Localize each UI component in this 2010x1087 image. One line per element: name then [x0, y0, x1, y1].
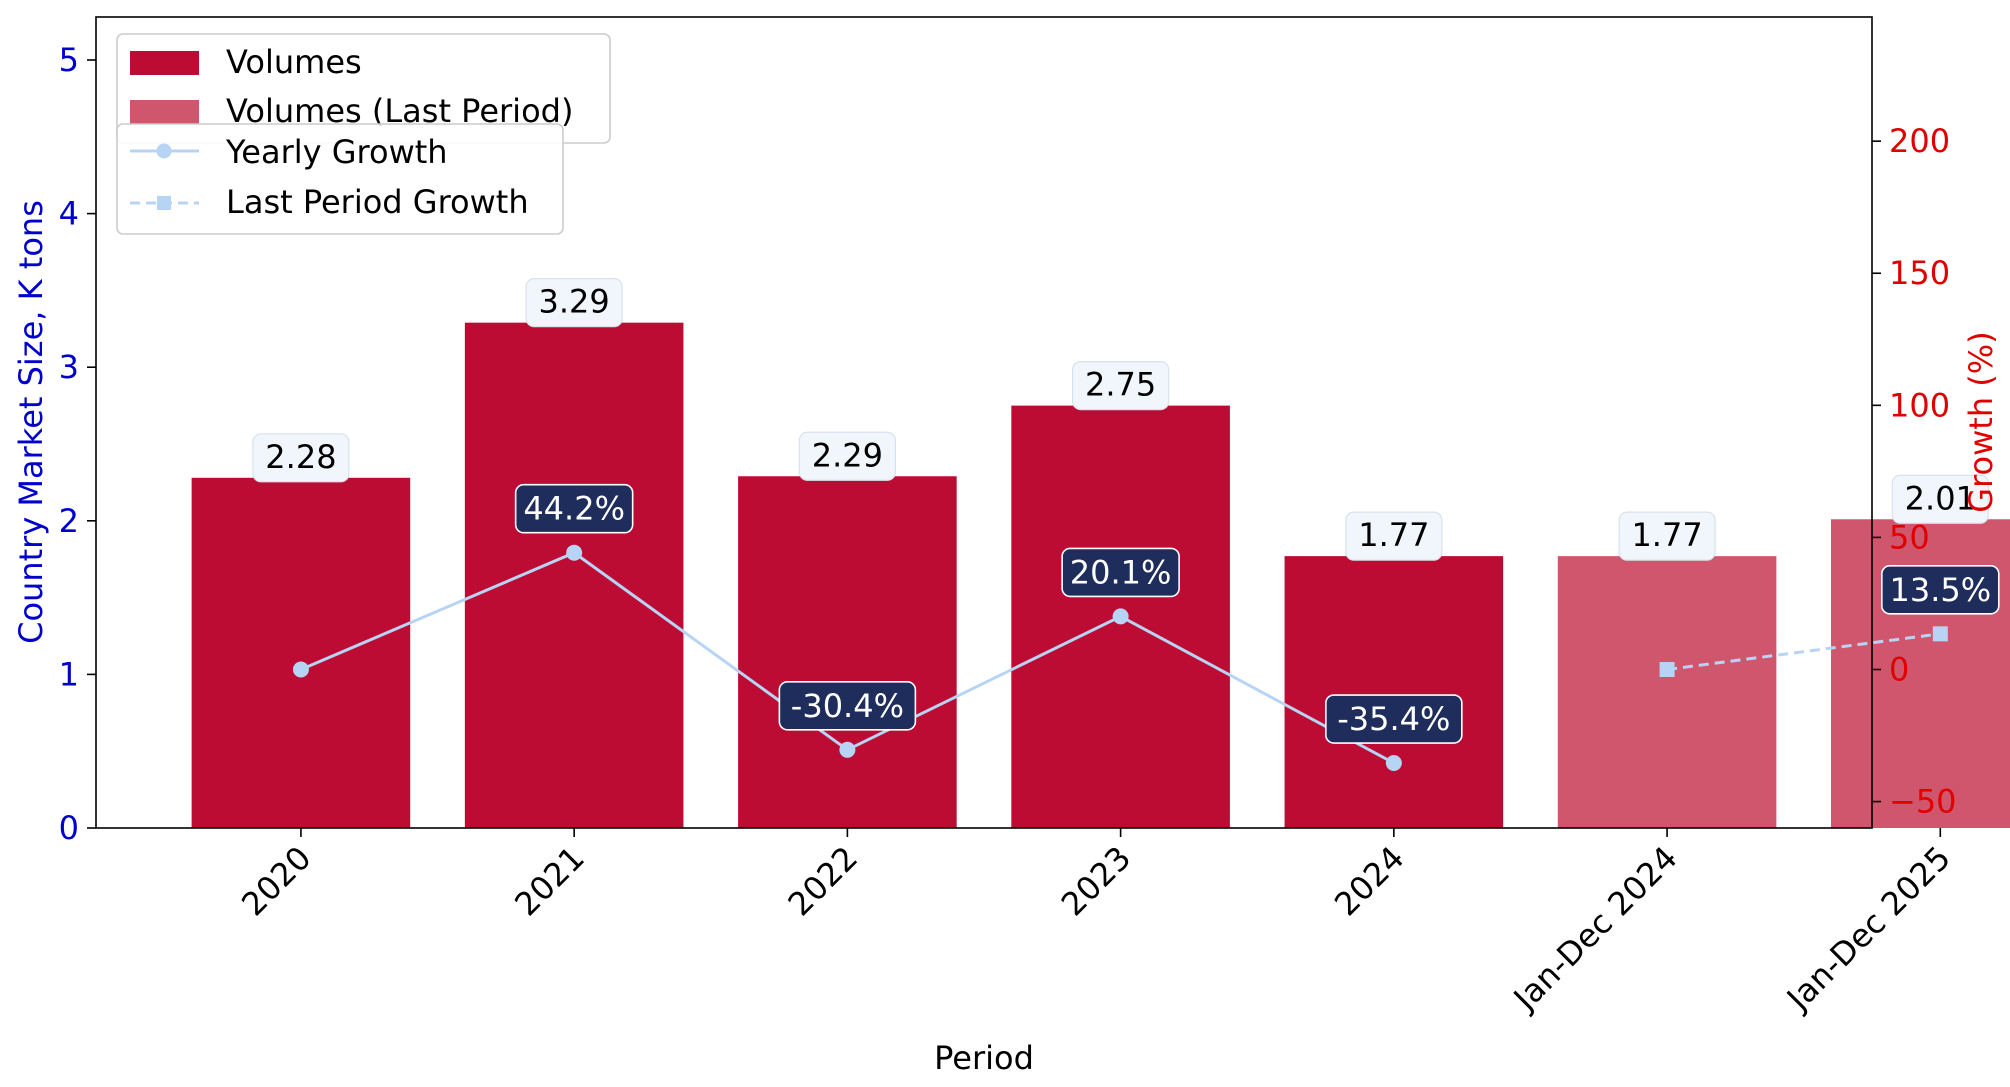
value-label-jan-dec-2024: 1.77 — [1618, 511, 1716, 561]
value-label-2021-text: 3.29 — [539, 283, 610, 321]
bar-volumes-2024 — [1284, 556, 1504, 828]
value-label-2024: 1.77 — [1345, 511, 1443, 561]
bar-volumes-last-period-jan-dec-2024 — [1557, 556, 1777, 828]
y-left-tick-label-2: 2 — [59, 502, 79, 540]
value-label-2021: 3.29 — [525, 278, 623, 328]
x-tick-label-jan-dec-2024: Jan-Dec 2024 — [1505, 839, 1685, 1019]
x-tick-label-2020: 2020 — [234, 839, 318, 923]
growth-label-2023-box — [1061, 547, 1180, 598]
growth-label-2022-text: -30.4% — [791, 687, 904, 725]
x-tick-label-2023: 2023 — [1054, 839, 1138, 923]
legend-growth-frame — [116, 123, 564, 235]
legend-label-last-period-growth: Last Period Growth — [226, 183, 529, 221]
y-left-tick-label-5: 5 — [59, 41, 79, 79]
y-right-tick-label-50: 50 — [1889, 518, 1930, 556]
growth-label-jan-dec-2025-box — [1881, 565, 2000, 615]
growth-label-jan-dec-2025-text: 13.5% — [1889, 571, 1991, 609]
legend-marker-last-period-growth — [157, 196, 171, 210]
marker-last-period-growth-jan-dec-2025 — [1932, 626, 1948, 642]
value-label-2020-box — [252, 433, 350, 483]
y-axis-right: −50 0 50 100 150 200 — [1872, 122, 1957, 821]
growth-label-2022-box — [778, 681, 917, 731]
y-axis-right-title: Growth (%) — [1962, 331, 2000, 512]
value-label-2021-box — [525, 278, 623, 328]
value-label-jan-dec-2025-text: 2.01 — [1905, 479, 1976, 517]
legend-swatch-volumes — [130, 51, 199, 75]
value-labels-layer: 2.28 3.29 2.29 2.75 1.77 1.77 2.01 — [252, 278, 1989, 561]
x-axis-title: Period — [934, 1039, 1034, 1077]
bar-volumes-2022 — [738, 476, 957, 828]
bar-volumes-2020 — [191, 477, 411, 828]
value-label-2023-text: 2.75 — [1085, 366, 1156, 404]
value-label-2022: 2.29 — [798, 431, 896, 481]
legend-marker-yearly-growth — [156, 143, 172, 159]
plot-frame — [95, 16, 1873, 829]
y-right-tick-label-200: 200 — [1889, 122, 1950, 160]
marker-yearly-growth-2021 — [566, 544, 583, 561]
legend-label-volumes: Volumes — [226, 43, 362, 81]
legend-growth: Yearly Growth Last Period Growth — [116, 123, 564, 235]
x-tick-label-2021: 2021 — [507, 839, 591, 923]
growth-label-2023: 20.1% — [1061, 547, 1180, 598]
value-label-jan-dec-2024-box — [1618, 511, 1716, 561]
growth-label-2023-text: 20.1% — [1070, 553, 1172, 591]
value-label-2023: 2.75 — [1072, 361, 1170, 411]
y-left-tick-label-4: 4 — [59, 195, 79, 233]
value-label-2023-box — [1072, 361, 1170, 411]
growth-label-2024-box — [1325, 694, 1463, 744]
y-right-tick-label-50: −50 — [1889, 783, 1957, 821]
growth-label-jan-dec-2025: 13.5% — [1881, 565, 2000, 615]
y-right-tick-label-150: 150 — [1889, 254, 1950, 292]
y-right-tick-label-0: 0 — [1889, 650, 1909, 688]
x-tick-label-jan-dec-2025: Jan-Dec 2025 — [1778, 839, 1958, 1019]
value-label-2024-text: 1.77 — [1358, 516, 1429, 554]
y-axis-left: 0 1 2 3 4 5 — [59, 41, 96, 847]
growth-label-2024: -35.4% — [1325, 694, 1463, 744]
growth-labels-layer: 44.2% -30.4% 20.1% -35.4% 13.5% — [514, 483, 2000, 744]
growth-label-2021-box — [514, 483, 634, 534]
value-label-jan-dec-2025: 2.01 — [1891, 474, 1989, 524]
x-tick-label-2022: 2022 — [781, 839, 865, 923]
value-label-2022-box — [798, 431, 896, 481]
line-last-period-growth — [1666, 632, 1941, 671]
growth-label-2021: 44.2% — [514, 483, 634, 534]
value-label-2020: 2.28 — [252, 433, 350, 483]
y-left-tick-label-0: 0 — [59, 809, 79, 847]
value-label-2020-text: 2.28 — [265, 438, 336, 476]
growth-label-2021-text: 44.2% — [523, 490, 625, 528]
growth-label-2022: -30.4% — [778, 681, 917, 731]
marker-yearly-growth-2024 — [1385, 755, 1402, 772]
x-axis: 2020 2021 2022 2023 2024 Jan-Dec 2024 Jan-Dec … — [234, 828, 1958, 1019]
legend-volumes: Volumes Volumes (Last Period) — [116, 33, 611, 144]
x-tick-label-2024: 2024 — [1327, 839, 1411, 923]
y-axis-left-title: Country Market Size, K tons — [12, 200, 50, 644]
y-left-tick-label-1: 1 — [59, 655, 79, 693]
value-label-jan-dec-2024-text: 1.77 — [1631, 516, 1702, 554]
marker-yearly-growth-2023 — [1112, 608, 1129, 625]
y-left-tick-label-3: 3 — [59, 348, 79, 386]
marker-last-period-growth-jan-dec-2024 — [1659, 661, 1675, 677]
legend-swatch-volumes-last-period — [130, 100, 199, 124]
growth-lines-layer — [292, 544, 1948, 772]
value-label-jan-dec-2025-box — [1891, 474, 1989, 524]
y-right-tick-label-100: 100 — [1889, 386, 1950, 424]
bar-volumes-2021 — [464, 322, 684, 828]
value-label-2024-box — [1345, 511, 1443, 561]
marker-yearly-growth-2022 — [839, 741, 856, 758]
value-label-2022-text: 2.29 — [812, 436, 883, 474]
growth-label-2024-text: -35.4% — [1337, 700, 1450, 738]
legend-label-yearly-growth: Yearly Growth — [225, 133, 448, 171]
marker-yearly-growth-2020 — [292, 661, 309, 678]
